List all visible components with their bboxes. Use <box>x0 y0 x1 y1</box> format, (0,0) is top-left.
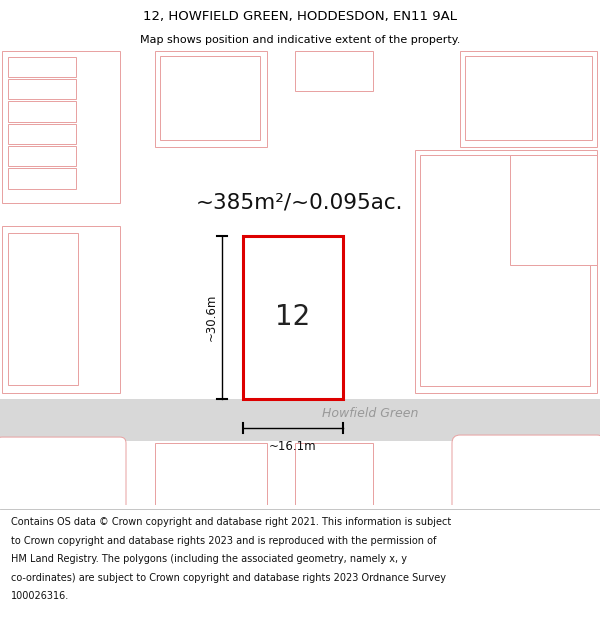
Text: Howfield Green: Howfield Green <box>322 408 418 420</box>
Bar <box>155 443 267 514</box>
Text: Contains OS data © Crown copyright and database right 2021. This information is : Contains OS data © Crown copyright and d… <box>11 517 451 527</box>
Bar <box>8 57 76 77</box>
Bar <box>155 51 267 147</box>
FancyBboxPatch shape <box>452 435 600 532</box>
Bar <box>295 443 373 514</box>
Bar <box>8 124 76 144</box>
Text: co-ordinates) are subject to Crown copyright and database rights 2023 Ordnance S: co-ordinates) are subject to Crown copyr… <box>11 572 446 582</box>
Text: 12, HOWFIELD GREEN, HODDESDON, EN11 9AL: 12, HOWFIELD GREEN, HODDESDON, EN11 9AL <box>143 10 457 22</box>
Bar <box>465 56 592 140</box>
Bar <box>8 101 76 122</box>
Bar <box>8 79 76 99</box>
Bar <box>2 51 120 203</box>
Bar <box>8 168 76 189</box>
Text: Map shows position and indicative extent of the property.: Map shows position and indicative extent… <box>140 35 460 45</box>
FancyBboxPatch shape <box>0 437 126 531</box>
Bar <box>460 51 597 147</box>
Bar <box>160 56 260 140</box>
Text: ~16.1m: ~16.1m <box>269 440 317 453</box>
Text: to Crown copyright and database rights 2023 and is reproduced with the permissio: to Crown copyright and database rights 2… <box>11 536 436 546</box>
Bar <box>420 155 590 386</box>
Text: ~30.6m: ~30.6m <box>205 294 218 341</box>
Bar <box>415 150 597 394</box>
Text: ~385m²/~0.095ac.: ~385m²/~0.095ac. <box>196 193 404 213</box>
Text: 12: 12 <box>275 303 311 331</box>
Bar <box>295 51 373 91</box>
Bar <box>243 236 343 399</box>
Bar <box>2 226 120 394</box>
Text: HM Land Registry. The polygons (including the associated geometry, namely x, y: HM Land Registry. The polygons (includin… <box>11 554 407 564</box>
Bar <box>8 233 78 386</box>
Bar <box>8 146 76 166</box>
Bar <box>0 399 600 441</box>
Text: 100026316.: 100026316. <box>11 591 69 601</box>
Bar <box>510 155 597 265</box>
